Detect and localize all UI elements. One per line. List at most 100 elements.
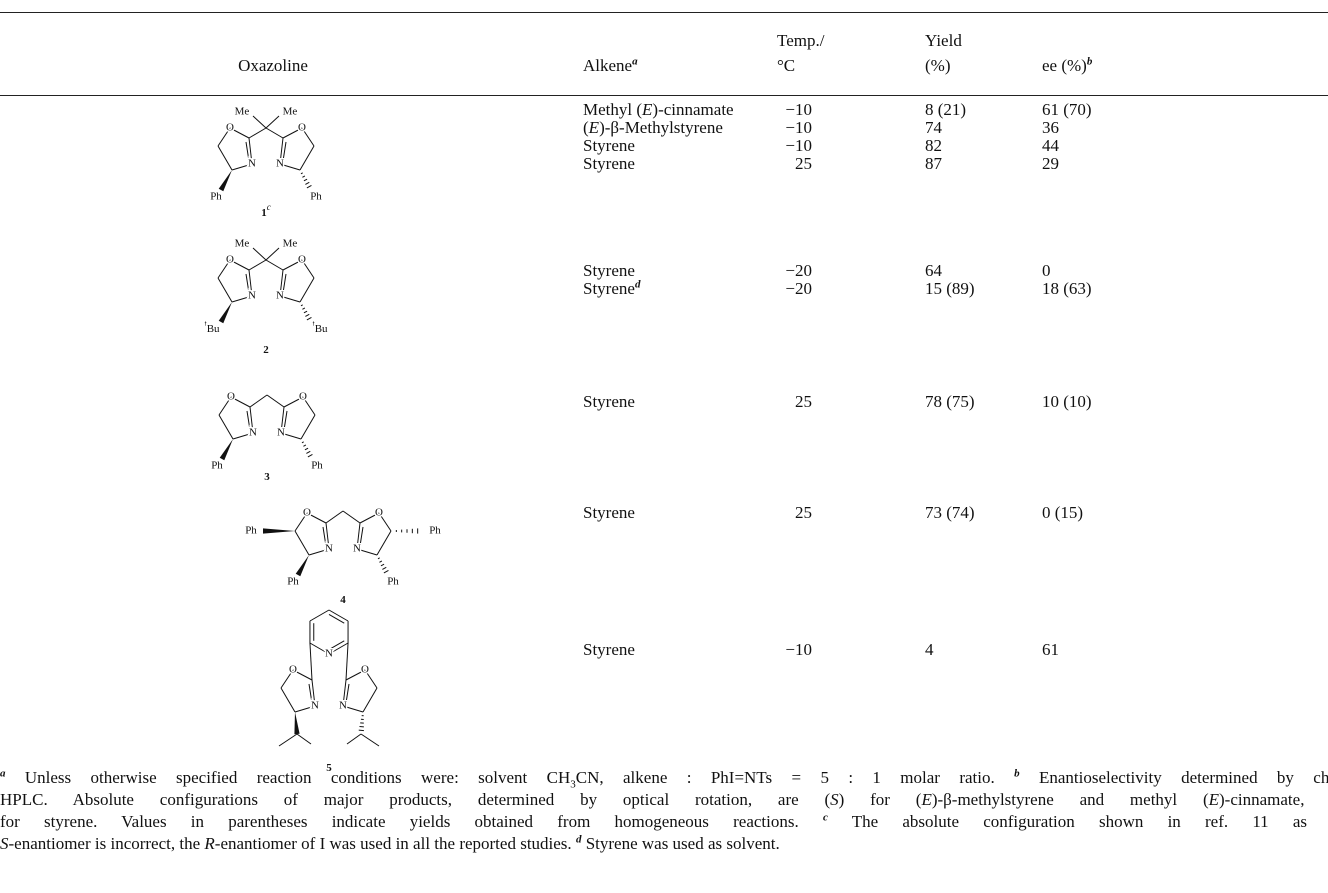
bond <box>299 145 315 171</box>
text-segment: )-β-Methylstyrene <box>599 118 723 137</box>
bond <box>292 669 313 681</box>
atom-label: Ph <box>387 576 399 588</box>
bond <box>249 394 268 408</box>
bond <box>229 259 250 271</box>
bond <box>360 733 380 747</box>
yield-cell: 74 <box>925 118 942 137</box>
yield-cell: 15 (89) <box>925 279 975 298</box>
text-segment: Temp./ <box>777 31 825 50</box>
footnote-line: S-enantiomer is incorrect, the R-enantio… <box>0 833 1328 855</box>
yield-cell: 64 <box>925 261 942 280</box>
ee-cell: 0 (15) <box>1042 503 1084 522</box>
atom-label: N <box>276 158 284 170</box>
text-segment: Methyl ( <box>583 100 643 119</box>
footnote-line: HPLC. Absolute configurations of major p… <box>0 789 1328 811</box>
text-segment: Alkene <box>583 56 633 75</box>
bond <box>232 432 254 440</box>
atom-label: N <box>249 427 257 439</box>
ee-cell: 10 (10) <box>1042 392 1092 411</box>
text-segment: t <box>204 319 207 328</box>
atom-label: O <box>299 391 307 403</box>
compound-label: 1c <box>261 202 271 218</box>
bond <box>305 181 310 185</box>
yield-cell: 8 (21) <box>925 100 967 119</box>
bond <box>302 396 316 416</box>
bond <box>305 313 310 317</box>
compound-number: 1 <box>261 207 267 219</box>
atom-label: tBu <box>312 319 328 334</box>
bond <box>217 259 231 279</box>
bond <box>248 137 253 165</box>
bond <box>300 304 303 307</box>
ee-cell: 18 (63) <box>1042 279 1092 298</box>
wedge-bond <box>295 555 309 577</box>
alkene-cell: Styrene <box>583 392 635 411</box>
bond <box>379 560 383 563</box>
bond <box>342 705 364 713</box>
compound-label: 5 <box>326 762 332 774</box>
bond <box>306 316 312 321</box>
atom-label: Ph <box>311 460 323 472</box>
bond <box>306 450 311 454</box>
atom-label: O <box>227 391 235 403</box>
bond <box>265 259 284 271</box>
text-segment: d <box>575 833 582 846</box>
bond <box>294 530 310 556</box>
atom-label: N <box>339 700 347 712</box>
bond <box>279 295 301 303</box>
bond <box>230 396 251 408</box>
atom-label: Me <box>235 106 250 118</box>
bond <box>218 396 232 416</box>
bond <box>378 512 392 532</box>
bond <box>231 295 253 303</box>
alkene-cell: Styrened <box>583 279 640 298</box>
wedge-bond <box>263 528 295 534</box>
text-segment: E <box>588 118 600 137</box>
atom-label: O <box>226 254 234 266</box>
atom-label: Ph <box>245 525 257 537</box>
text-segment: -enantiomer of I was used in all the rep… <box>214 834 576 853</box>
text-segment: b <box>1086 55 1093 68</box>
atom-label: Me <box>235 238 250 250</box>
compound-number: 3 <box>264 471 270 483</box>
bond <box>302 307 306 310</box>
bond <box>246 410 251 431</box>
atom-label: Me <box>283 106 298 118</box>
column-header: °C <box>777 57 795 75</box>
bond <box>299 277 315 303</box>
text-segment: 3 <box>570 778 576 791</box>
bond <box>282 273 287 294</box>
atom-label: O <box>361 664 369 676</box>
bond <box>265 247 280 261</box>
alkene-cell: Styrene <box>583 136 635 155</box>
wedge-bond <box>219 439 233 461</box>
atom-label: O <box>289 664 297 676</box>
text-segment: Bu <box>315 323 328 335</box>
bond <box>279 163 301 171</box>
text-segment: Oxazoline <box>238 56 308 75</box>
bond <box>345 669 366 681</box>
temp-cell: −10 <box>785 100 812 119</box>
wedge-bond <box>294 712 300 735</box>
bond <box>306 184 312 189</box>
column-header: ee (%)b <box>1042 55 1093 75</box>
atom-label: N <box>353 543 361 555</box>
temp-cell: −20 <box>785 279 812 298</box>
atom-label: Ph <box>310 191 322 203</box>
footnote-line: a Unless otherwise specified reaction co… <box>0 767 1328 791</box>
text-segment: c <box>822 811 828 824</box>
bond <box>279 269 284 297</box>
bond <box>311 679 316 707</box>
header-rule <box>0 95 1328 96</box>
text-segment: S <box>0 834 9 853</box>
bond <box>217 145 233 171</box>
ee-cell: 61 (70) <box>1042 100 1092 119</box>
temp-cell: 25 <box>795 154 812 173</box>
atom-label: O <box>298 254 306 266</box>
bond <box>231 163 253 171</box>
bond <box>282 127 303 139</box>
atom-label: N <box>311 700 319 712</box>
atom-label: N <box>248 290 256 302</box>
